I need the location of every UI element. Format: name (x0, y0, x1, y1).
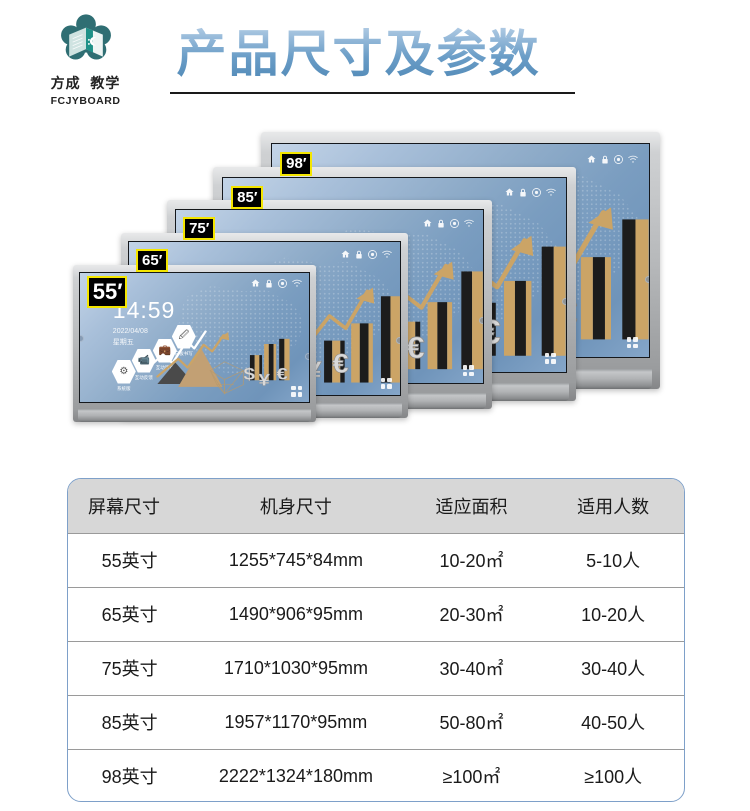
svg-text:€: € (276, 364, 288, 382)
svg-text:¥: ¥ (258, 370, 270, 388)
